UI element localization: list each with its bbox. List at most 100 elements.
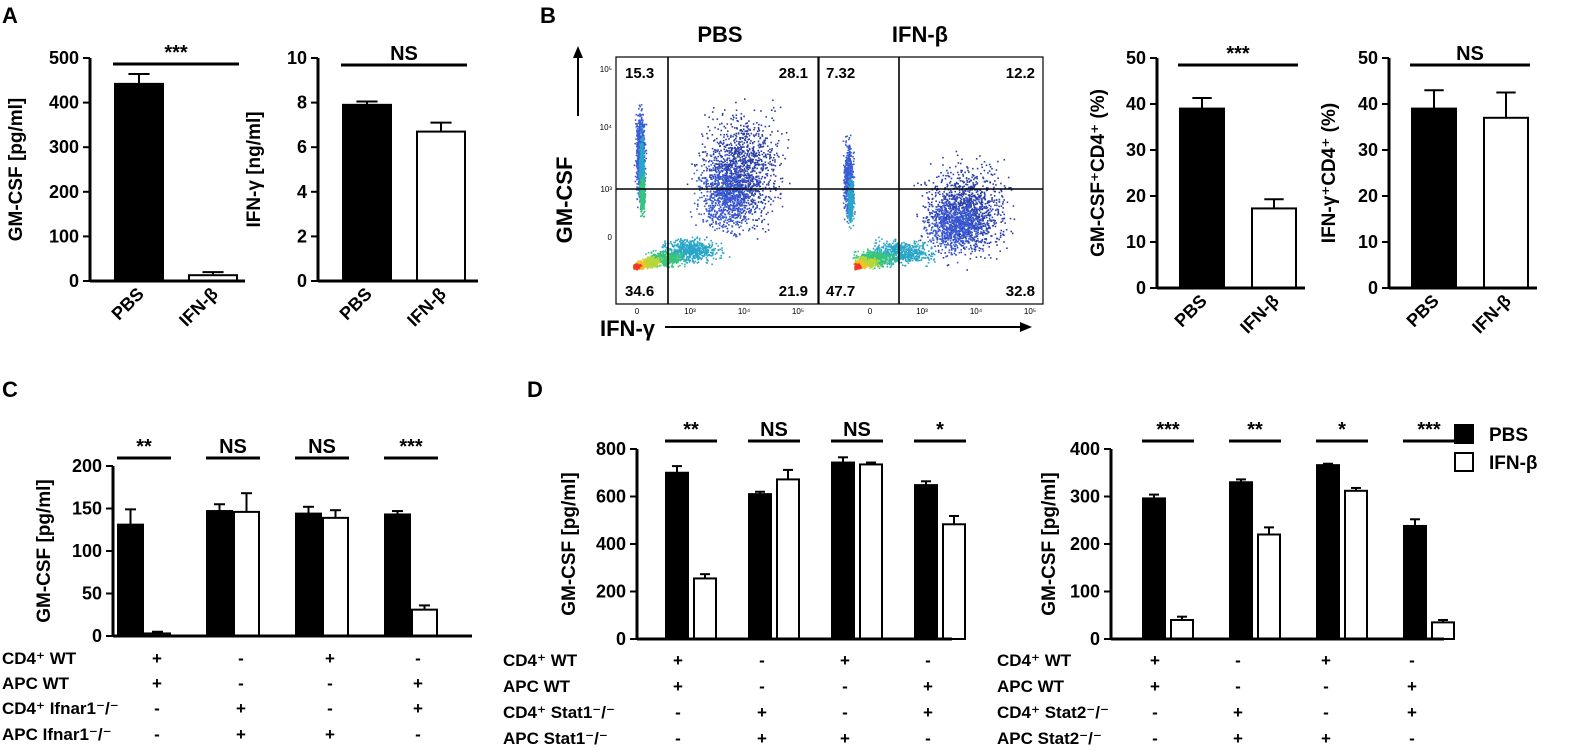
flow-event bbox=[740, 118, 743, 121]
flow-event bbox=[675, 252, 677, 255]
flow-event bbox=[740, 222, 743, 224]
flow-event bbox=[729, 159, 731, 162]
flow-event bbox=[726, 199, 729, 201]
flow-event bbox=[774, 161, 776, 163]
flow-event bbox=[719, 213, 722, 216]
flow-event bbox=[744, 173, 746, 176]
y-tick-label-b1-2: 20 bbox=[1126, 186, 1146, 206]
flow-event bbox=[752, 206, 754, 209]
flow-event bbox=[705, 220, 708, 223]
flow-event bbox=[643, 143, 645, 146]
flow-event bbox=[673, 254, 676, 257]
category-label-a2-1: IFN-β bbox=[403, 284, 450, 331]
significance-b2: NS bbox=[1456, 43, 1484, 65]
flow-event bbox=[733, 234, 735, 237]
flow-event bbox=[730, 208, 733, 211]
flow-event bbox=[724, 109, 726, 111]
flow-event bbox=[744, 137, 747, 140]
flow-event bbox=[757, 149, 759, 152]
flow-event bbox=[640, 130, 643, 133]
flow-event bbox=[751, 167, 754, 169]
flow-event bbox=[712, 150, 715, 153]
flow-event bbox=[639, 120, 641, 123]
flow-event bbox=[671, 264, 673, 267]
flow-event bbox=[730, 148, 733, 151]
flow-event bbox=[638, 170, 640, 172]
flow-event bbox=[742, 181, 744, 183]
flow-event bbox=[753, 140, 756, 143]
flow-event bbox=[640, 215, 642, 218]
flow-event bbox=[711, 202, 714, 205]
flow-event bbox=[732, 193, 735, 196]
y-axis-label-a1: GM-CSF [pg/ml] bbox=[6, 98, 27, 242]
flow-event bbox=[732, 154, 735, 157]
bar-d2-g4-pbs bbox=[1403, 524, 1427, 641]
flow-event bbox=[717, 177, 719, 179]
flow-event bbox=[651, 254, 654, 257]
flow-event bbox=[771, 148, 773, 150]
flow-event bbox=[714, 199, 716, 201]
flow-event bbox=[682, 247, 685, 249]
flow-event bbox=[691, 257, 694, 260]
flow-event bbox=[642, 205, 644, 208]
flow-event bbox=[720, 169, 722, 172]
flow-event bbox=[716, 177, 718, 179]
flow-event bbox=[714, 253, 717, 255]
flow-event bbox=[641, 139, 644, 142]
flow-event bbox=[634, 119, 637, 121]
flow-event bbox=[681, 242, 684, 245]
flow-event bbox=[639, 153, 641, 156]
flow-event bbox=[698, 242, 700, 244]
flow-event bbox=[723, 159, 726, 161]
flow-event bbox=[683, 253, 686, 256]
flow-event bbox=[762, 190, 764, 192]
flow-event bbox=[760, 200, 763, 203]
flow-event bbox=[742, 218, 744, 221]
flow-event bbox=[731, 189, 734, 191]
flow-event bbox=[748, 147, 751, 150]
flow-event bbox=[668, 266, 671, 269]
flow-event bbox=[708, 212, 710, 214]
flow-event bbox=[734, 207, 736, 210]
flow-event bbox=[700, 213, 703, 216]
flow-event bbox=[723, 195, 726, 198]
flow-event bbox=[743, 200, 746, 202]
flow-event bbox=[716, 252, 718, 254]
flow-event bbox=[740, 129, 742, 131]
flow-event bbox=[691, 246, 694, 249]
flow-event bbox=[641, 168, 644, 170]
flow-event bbox=[757, 126, 760, 129]
flow-event bbox=[729, 146, 732, 149]
flow-event bbox=[767, 150, 770, 152]
flow-event bbox=[704, 250, 707, 253]
flow-event bbox=[721, 249, 723, 252]
flow-event bbox=[705, 203, 707, 205]
flow-event bbox=[677, 252, 680, 254]
flow-event bbox=[741, 191, 743, 194]
flow-event bbox=[690, 248, 693, 250]
flow-event bbox=[639, 147, 641, 150]
flow-event bbox=[731, 126, 734, 128]
flow-event bbox=[674, 241, 676, 244]
flow-event bbox=[638, 141, 640, 144]
flow-event bbox=[748, 164, 750, 167]
flow-event bbox=[701, 248, 704, 250]
flow-event bbox=[642, 154, 644, 156]
flow-event bbox=[738, 179, 740, 182]
flow-event bbox=[722, 209, 725, 212]
flow-event bbox=[714, 247, 716, 250]
flow-event bbox=[718, 194, 721, 196]
flow-event bbox=[661, 261, 664, 263]
flow-event bbox=[723, 134, 726, 136]
flow-event bbox=[637, 122, 640, 125]
category-label-a2-0: PBS bbox=[336, 284, 376, 324]
flow-event bbox=[746, 126, 749, 129]
flow-event bbox=[674, 256, 677, 259]
flow-event bbox=[640, 179, 643, 182]
flow-event bbox=[750, 158, 752, 160]
significance-d2-g2: ** bbox=[1247, 419, 1263, 441]
flow-event bbox=[765, 154, 767, 156]
flow-event bbox=[726, 144, 728, 146]
flow-event bbox=[772, 200, 775, 202]
flow-event bbox=[743, 164, 745, 167]
